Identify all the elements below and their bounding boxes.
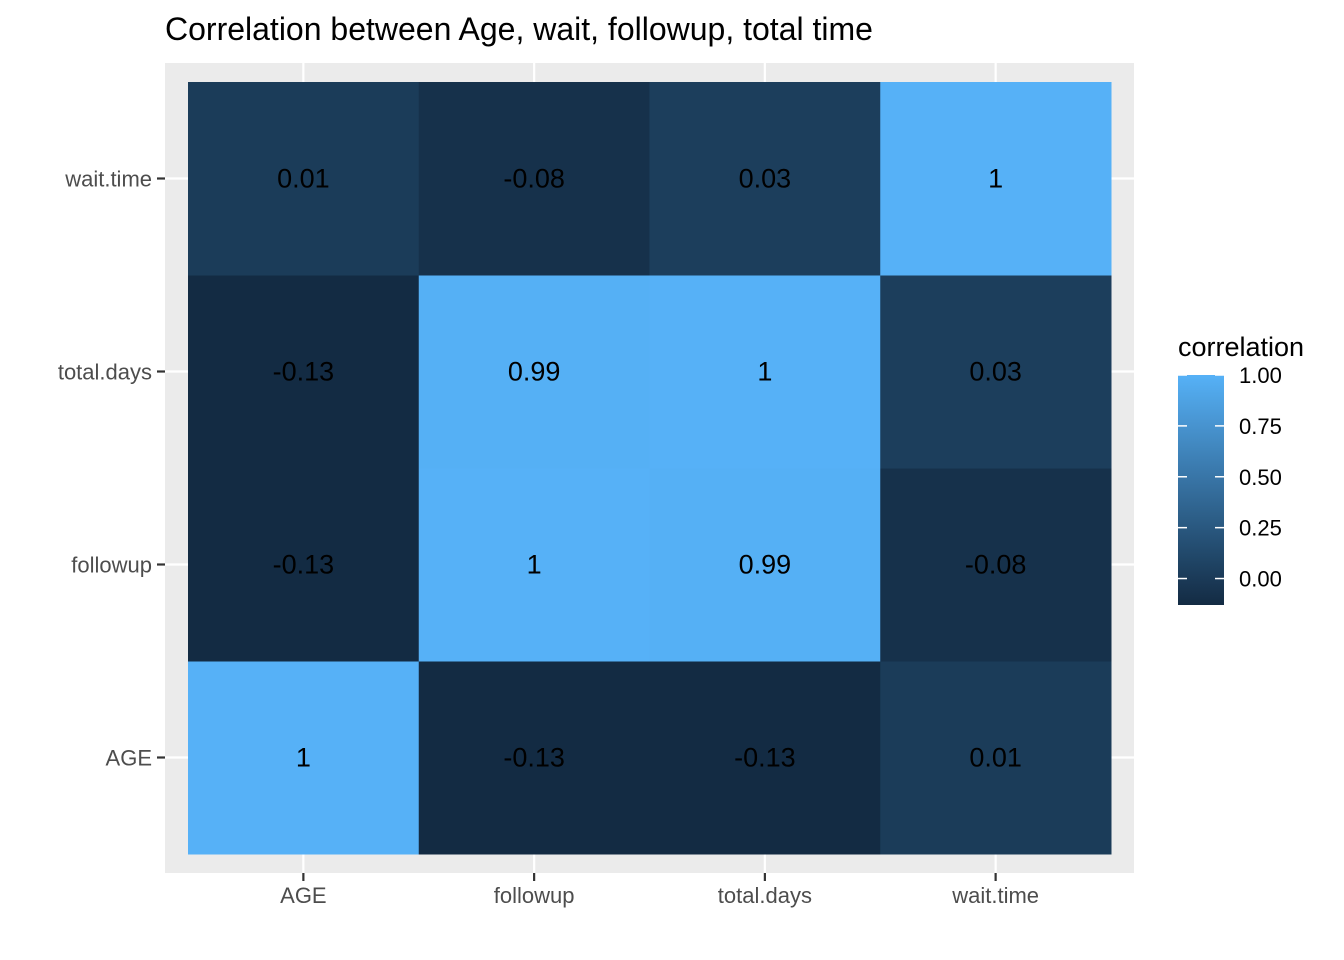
- cell-value-label: -0.13: [273, 357, 335, 387]
- heatmap-cell: [418, 82, 650, 276]
- legend: correlation 1.00 0.75 0.50 0.25 0.00: [1178, 332, 1304, 605]
- legend-tick-label: 0.75: [1239, 414, 1282, 439]
- y-tick-label: followup: [71, 553, 152, 578]
- legend-colorbar: [1178, 375, 1224, 605]
- cell-value-label: -0.13: [734, 743, 796, 773]
- cell-value-label: 1: [988, 164, 1003, 194]
- cell-value-label: 1: [296, 743, 311, 773]
- heatmap-cell: [649, 468, 881, 662]
- y-tick-label: total.days: [58, 360, 152, 385]
- legend-title: correlation: [1178, 332, 1304, 362]
- heatmap-cell: [418, 275, 650, 469]
- cell-value-label: -0.13: [273, 550, 335, 580]
- legend-tick-label: 1.00: [1239, 363, 1282, 388]
- cell-value-label: 0.03: [739, 164, 792, 194]
- cell-value-label: 0.03: [969, 357, 1022, 387]
- x-axis: AGE followup total.days wait.time: [280, 873, 1039, 908]
- heatmap-cell: [880, 275, 1112, 469]
- x-tick-label: wait.time: [951, 883, 1039, 908]
- cell-value-label: 1: [757, 357, 772, 387]
- heatmap-cell: [649, 82, 881, 276]
- cell-value-label: -0.08: [503, 164, 565, 194]
- heatmap-cell: [188, 275, 420, 469]
- cell-value-label: 0.99: [508, 357, 561, 387]
- heatmap-cell: [418, 661, 650, 855]
- y-tick-label: AGE: [106, 746, 152, 771]
- heatmap-cell: [418, 468, 650, 662]
- heatmap-cell: [188, 661, 420, 855]
- heatmap-cell: [649, 275, 881, 469]
- cell-value-label: 0.99: [739, 550, 792, 580]
- cell-value-label: 0.01: [277, 164, 330, 194]
- x-tick-label: followup: [494, 883, 575, 908]
- heatmap-cell: [188, 468, 420, 662]
- x-tick-label: AGE: [280, 883, 326, 908]
- heatmap-cell: [880, 468, 1112, 662]
- cell-value-labels: 1 -0.13 -0.13 0.01 -0.13 1 0.99 -0.08 -0.13 0.99 1…: [273, 164, 1027, 773]
- y-tick-label: wait.time: [64, 167, 152, 192]
- cell-value-label: 1: [527, 550, 542, 580]
- chart-title: Correlation between Age, wait, followup,…: [165, 11, 873, 47]
- heatmap-cell: [880, 661, 1112, 855]
- legend-ticks: 1.00 0.75 0.50 0.25 0.00: [1178, 363, 1282, 592]
- legend-tick-label: 0.25: [1239, 516, 1282, 541]
- legend-tick-label: 0.50: [1239, 465, 1282, 490]
- cell-value-label: -0.08: [965, 550, 1027, 580]
- cell-value-label: -0.13: [503, 743, 565, 773]
- y-axis: AGE followup total.days wait.time: [58, 167, 165, 771]
- legend-tick-label: 0.00: [1239, 567, 1282, 592]
- heatmap-cell: [188, 82, 420, 276]
- heatmap-cells: [188, 82, 1112, 855]
- cell-value-label: 0.01: [969, 743, 1022, 773]
- x-tick-label: total.days: [718, 883, 812, 908]
- heatmap-cell: [649, 661, 881, 855]
- heatmap-cell: [880, 82, 1112, 276]
